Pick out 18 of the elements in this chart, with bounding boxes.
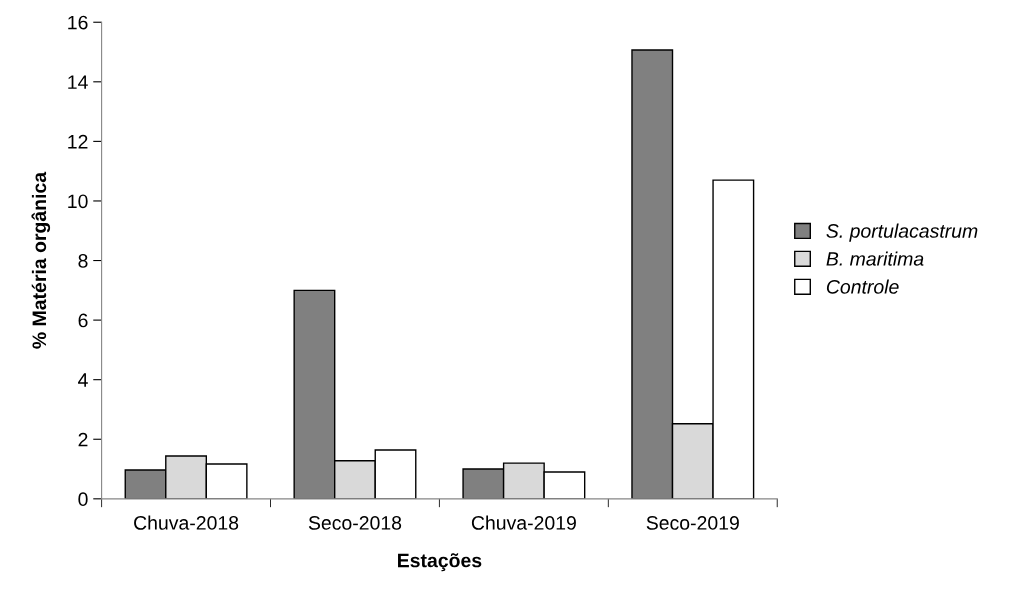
- x-tick-label: Seco-2019: [646, 516, 739, 530]
- y-tick-label: 0: [78, 492, 88, 507]
- y-tick-label: 2: [78, 432, 88, 447]
- x-tick-label: Chuva-2018: [134, 515, 239, 530]
- y-tick-label: 16: [68, 15, 88, 30]
- legend-label: B. maritima: [826, 251, 924, 266]
- y-tick-label: 6: [78, 313, 88, 328]
- legend-label: S. portulacastrum: [826, 223, 978, 242]
- y-tick-label: 8: [78, 254, 88, 268]
- y-tick-label: 10: [68, 194, 88, 209]
- x-axis-title: Estações: [398, 553, 482, 572]
- y-axis-title: % Matéria orgânica: [31, 171, 51, 349]
- legend-label: Controle: [826, 279, 899, 294]
- y-tick-label: 14: [68, 75, 88, 89]
- x-tick-label: Chuva-2019: [471, 515, 576, 530]
- y-tick-label: 12: [68, 134, 88, 149]
- y-tick-label: 4: [78, 373, 88, 387]
- x-tick-label: Seco-2018: [308, 516, 402, 530]
